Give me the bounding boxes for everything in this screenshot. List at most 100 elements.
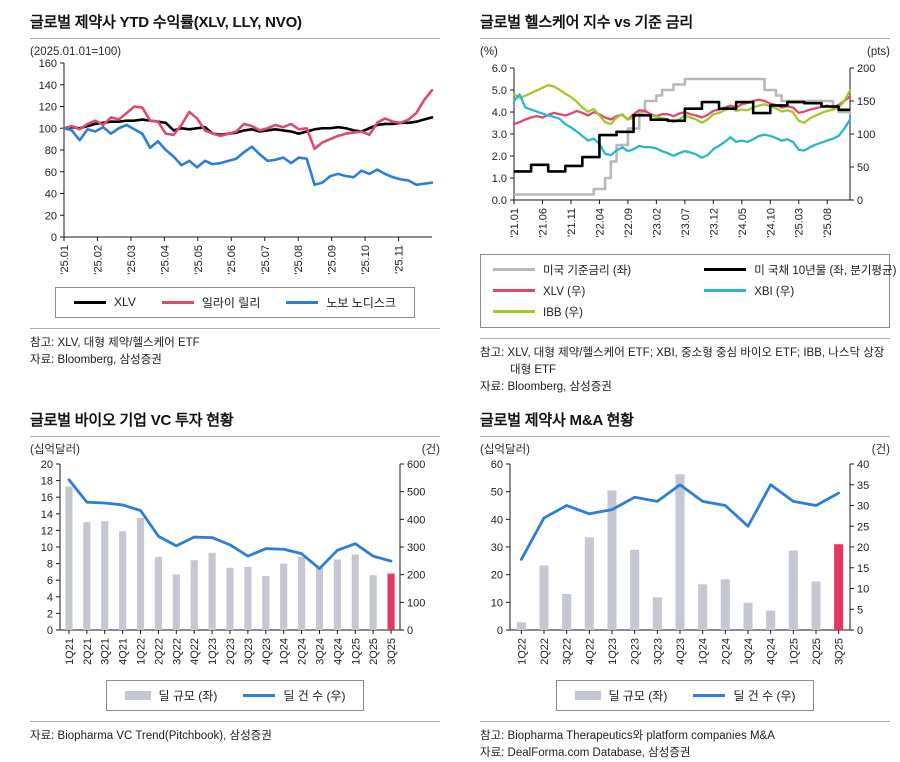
svg-text:2Q23: 2Q23: [630, 638, 642, 665]
legend-label: 딜 규모 (좌): [608, 688, 668, 703]
legend-bar-swatch: [574, 690, 601, 700]
chart-title: 글로벌 제약사 M&A 현황: [480, 412, 634, 429]
chart-title: 글로벌 제약사 YTD 수익률(XLV, LLY, NVO): [30, 14, 302, 31]
svg-text:120: 120: [39, 101, 57, 113]
svg-text:160: 160: [39, 58, 57, 70]
legend-item: XLV (우): [493, 283, 704, 299]
chart-vc-investment-section: 글로벌 바이오 기업 VC 투자 현황 (십억달러) (건) 0 2 4 6 8 10 12…: [0, 392, 450, 761]
chart-note-reference: 참고: Biopharma Therapeutics와 platform com…: [480, 729, 775, 742]
legend-line-swatch: [493, 268, 535, 272]
axis-units-row: (2025.01.01=100): [30, 45, 440, 60]
svg-text:'23.07: '23.07: [680, 208, 692, 238]
svg-text:2Q22: 2Q22: [153, 638, 165, 665]
legend-item: 딜 규모 (좌): [574, 687, 668, 704]
svg-text:200: 200: [407, 569, 425, 581]
chart-title: 글로벌 헬스케어 지수 vs 기준 금리: [480, 14, 693, 31]
svg-text:3Q24: 3Q24: [314, 638, 326, 665]
svg-text:10: 10: [41, 542, 53, 554]
svg-text:2Q21: 2Q21: [82, 638, 94, 665]
legend-label: XLV (우): [543, 285, 586, 298]
footer-divider: [480, 337, 890, 339]
svg-text:'23.12: '23.12: [708, 208, 720, 238]
svg-text:1Q21: 1Q21: [64, 638, 76, 665]
legend-line-swatch: [704, 289, 747, 293]
chart-note-source: 자료: Bloomberg, 삼성증권: [480, 381, 612, 394]
svg-text:'25.09: '25.09: [327, 245, 339, 275]
svg-text:0.0: 0.0: [492, 195, 507, 207]
svg-text:2: 2: [47, 608, 53, 620]
svg-text:'24.05: '24.05: [737, 208, 749, 238]
svg-text:'21.01: '21.01: [509, 208, 521, 238]
footer-divider: [480, 720, 890, 722]
svg-text:1Q24: 1Q24: [279, 638, 291, 665]
svg-text:14: 14: [41, 509, 53, 521]
svg-text:'21.06: '21.06: [537, 208, 549, 238]
svg-text:2Q23: 2Q23: [225, 638, 237, 665]
svg-text:'25.03: '25.03: [126, 245, 138, 275]
legend-line-swatch: [74, 300, 107, 304]
svg-text:3Q22: 3Q22: [562, 638, 574, 665]
svg-text:600: 600: [407, 459, 425, 471]
svg-text:1Q23: 1Q23: [207, 638, 219, 665]
chart-notes: 참고: XLV, 대형 제약/헬스케어 ETF 자료: Bloomberg, 삼…: [30, 335, 440, 370]
svg-text:2Q25: 2Q25: [811, 638, 823, 665]
svg-text:20: 20: [45, 210, 57, 222]
legend-item: 노보 노디스크: [286, 294, 396, 311]
chart-notes: 참고: Biopharma Therapeutics와 platform com…: [480, 728, 890, 762]
svg-text:'25.04: '25.04: [159, 245, 171, 275]
svg-text:60: 60: [45, 167, 57, 179]
left-axis-unit: (2025.01.01=100): [30, 45, 122, 58]
chart-healthcare-vs-rates-section: 글로벌 헬스케어 지수 vs 기준 금리 (%) (pts) 0.0 1.0 2.0…: [450, 0, 900, 393]
svg-text:20: 20: [41, 459, 53, 471]
title-underline: [30, 37, 440, 39]
svg-text:4.0: 4.0: [492, 107, 507, 119]
legend-label: 딜 건 수 (우): [733, 688, 796, 703]
legend-line-swatch: [704, 268, 747, 272]
legend-line-swatch: [493, 289, 535, 293]
legend-item: 미국 기준금리 (좌): [493, 262, 704, 278]
svg-text:100: 100: [857, 129, 875, 141]
legend-label: 딜 건 수 (우): [283, 688, 346, 703]
chart-notes: 참고: XLV, 대형 제약/헬스케어 ETF; XBI, 중소형 중심 바이오…: [480, 345, 890, 397]
svg-text:1Q24: 1Q24: [698, 638, 710, 665]
title-underline: [30, 435, 440, 437]
svg-text:1Q23: 1Q23: [607, 638, 619, 665]
svg-text:40: 40: [491, 514, 503, 526]
legend-item: 미 국채 10년물 (좌, 분기평균): [704, 262, 896, 278]
svg-text:2Q25: 2Q25: [368, 638, 380, 665]
svg-text:50: 50: [491, 486, 503, 498]
legend-label: IBB (우): [543, 306, 583, 319]
axis-units-row: (십억달러) (건): [480, 443, 890, 458]
svg-text:2Q22: 2Q22: [539, 638, 551, 665]
legend-item: 딜 규모 (좌): [124, 687, 218, 704]
svg-text:10: 10: [857, 583, 869, 595]
legend-label: XLV: [114, 295, 136, 310]
svg-text:3Q21: 3Q21: [100, 638, 112, 665]
svg-text:'23.02: '23.02: [651, 208, 663, 238]
svg-text:2.0: 2.0: [492, 151, 507, 163]
svg-text:'25.03: '25.03: [794, 208, 806, 238]
svg-text:'25.05: '25.05: [193, 245, 205, 275]
legend-label: 딜 규모 (좌): [158, 688, 218, 703]
svg-text:25: 25: [857, 521, 869, 533]
svg-text:4Q23: 4Q23: [675, 638, 687, 665]
svg-text:15: 15: [857, 563, 869, 575]
legend-item: 딜 건 수 (우): [693, 687, 795, 704]
svg-text:3Q25: 3Q25: [834, 638, 846, 665]
svg-text:100: 100: [407, 597, 425, 609]
svg-text:1Q22: 1Q22: [516, 638, 528, 665]
svg-text:30: 30: [857, 500, 869, 512]
legend-line-swatch: [286, 300, 319, 304]
svg-text:500: 500: [407, 486, 425, 498]
svg-text:10: 10: [491, 597, 503, 609]
chart-note-reference: 참고: XLV, 대형 제약/헬스케어 ETF: [30, 336, 200, 349]
axis-units-row: (%) (pts): [480, 45, 890, 60]
svg-text:60: 60: [491, 459, 503, 471]
chart-mna-section: 글로벌 제약사 M&A 현황 (십억달러) (건) 0 10 20 30 40 50 60 0…: [450, 392, 900, 761]
legend-label: 미국 기준금리 (좌): [543, 264, 632, 277]
chart-title: 글로벌 바이오 기업 VC 투자 현황: [30, 412, 234, 429]
svg-text:3Q22: 3Q22: [171, 638, 183, 665]
svg-text:'25.10: '25.10: [360, 245, 372, 275]
svg-text:0: 0: [407, 625, 413, 637]
svg-text:4Q21: 4Q21: [118, 638, 130, 665]
